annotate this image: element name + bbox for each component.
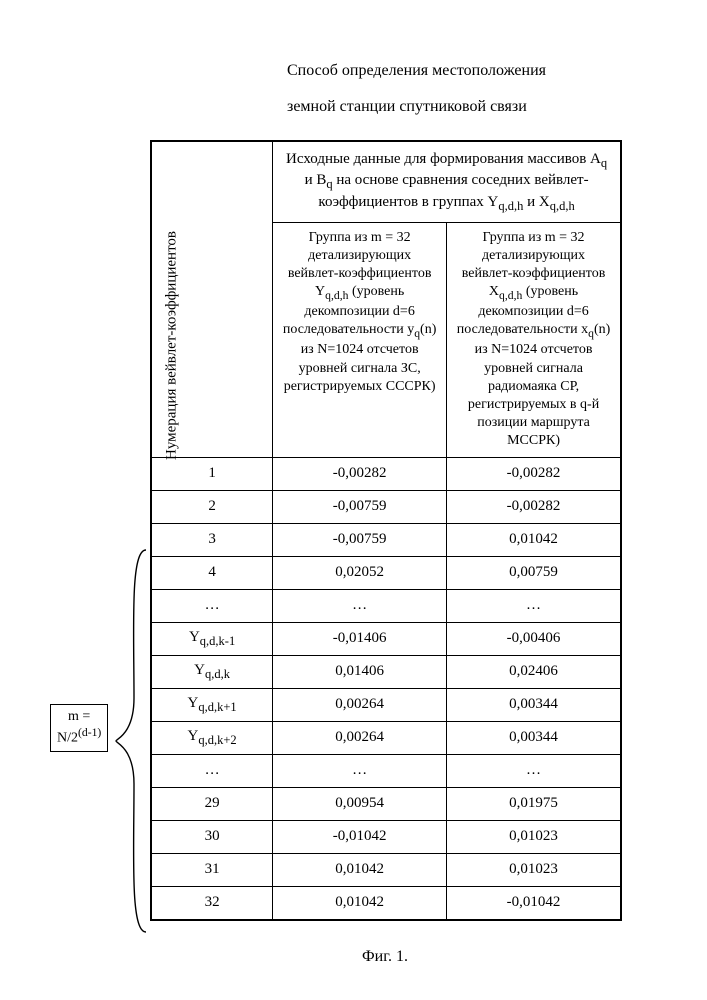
y-value: -0,01406 <box>273 622 447 655</box>
y-value: 0,01042 <box>273 886 447 919</box>
x-value: 0,01023 <box>447 820 621 853</box>
table-header-top: Исходные данные для формирования массиво… <box>273 142 621 223</box>
table-row: 3-0,007590,01042 <box>152 523 621 556</box>
row-index: 4 <box>152 556 273 589</box>
table-row: Yq,d,k+10,002640,00344 <box>152 688 621 721</box>
y-value: 0,00954 <box>273 787 447 820</box>
row-index: … <box>152 589 273 622</box>
x-value: 0,00344 <box>447 688 621 721</box>
table-row: 40,020520,00759 <box>152 556 621 589</box>
row-index: Yq,d,k <box>152 655 273 688</box>
row-index: Yq,d,k+1 <box>152 688 273 721</box>
y-value: 0,02052 <box>273 556 447 589</box>
table-row: Yq,d,k-1-0,01406-0,00406 <box>152 622 621 655</box>
col-header-y: Группа из m = 32 детализирующих вейвлет-… <box>273 222 447 457</box>
row-index: … <box>152 754 273 787</box>
table-row: 290,009540,01975 <box>152 787 621 820</box>
row-index: 30 <box>152 820 273 853</box>
x-value: 0,00759 <box>447 556 621 589</box>
y-value: … <box>273 589 447 622</box>
doc-title-line2: земной станции спутниковой связи <box>287 98 617 116</box>
row-index: 31 <box>152 853 273 886</box>
row-index: 2 <box>152 490 273 523</box>
y-value: 0,00264 <box>273 721 447 754</box>
x-value: -0,00282 <box>447 490 621 523</box>
table-row: 2-0,00759-0,00282 <box>152 490 621 523</box>
table-row: 30-0,010420,01023 <box>152 820 621 853</box>
y-value: 0,00264 <box>273 688 447 721</box>
y-value: … <box>273 754 447 787</box>
row-index: 29 <box>152 787 273 820</box>
rownum-header-label: Нумерация вейвлет-коэффициентов <box>164 206 181 486</box>
rownum-header-cell: Нумерация вейвлет-коэффициентов <box>152 142 273 458</box>
figure-label: Фиг. 1. <box>150 948 620 966</box>
row-index: Yq,d,k+2 <box>152 721 273 754</box>
x-value: -0,00282 <box>447 457 621 490</box>
row-index: Yq,d,k-1 <box>152 622 273 655</box>
y-value: -0,00282 <box>273 457 447 490</box>
x-value: … <box>447 754 621 787</box>
row-index: 3 <box>152 523 273 556</box>
x-value: 0,00344 <box>447 721 621 754</box>
col-header-x: Группа из m = 32 детализирующих вейвлет-… <box>447 222 621 457</box>
x-value: … <box>447 589 621 622</box>
y-value: -0,01042 <box>273 820 447 853</box>
table-row: ……… <box>152 589 621 622</box>
table-row: 320,01042-0,01042 <box>152 886 621 919</box>
table-row: Yq,d,k+20,002640,00344 <box>152 721 621 754</box>
y-value: 0,01042 <box>273 853 447 886</box>
brace-icon <box>112 548 150 934</box>
x-value: -0,01042 <box>447 886 621 919</box>
y-value: -0,00759 <box>273 523 447 556</box>
row-index: 32 <box>152 886 273 919</box>
x-value: 0,01042 <box>447 523 621 556</box>
doc-title-line1: Способ определения местоположения <box>287 62 617 80</box>
x-value: 0,02406 <box>447 655 621 688</box>
m-formula-box: m =N/2(d-1) <box>50 704 108 752</box>
table-row: 1-0,00282-0,00282 <box>152 457 621 490</box>
y-value: 0,01406 <box>273 655 447 688</box>
table-row: ……… <box>152 754 621 787</box>
table-row: Yq,d,k0,014060,02406 <box>152 655 621 688</box>
wavelet-table: Нумерация вейвлет-коэффициентов Исходные… <box>150 140 622 921</box>
x-value: 0,01975 <box>447 787 621 820</box>
y-value: -0,00759 <box>273 490 447 523</box>
table-row: 310,010420,01023 <box>152 853 621 886</box>
x-value: -0,00406 <box>447 622 621 655</box>
x-value: 0,01023 <box>447 853 621 886</box>
